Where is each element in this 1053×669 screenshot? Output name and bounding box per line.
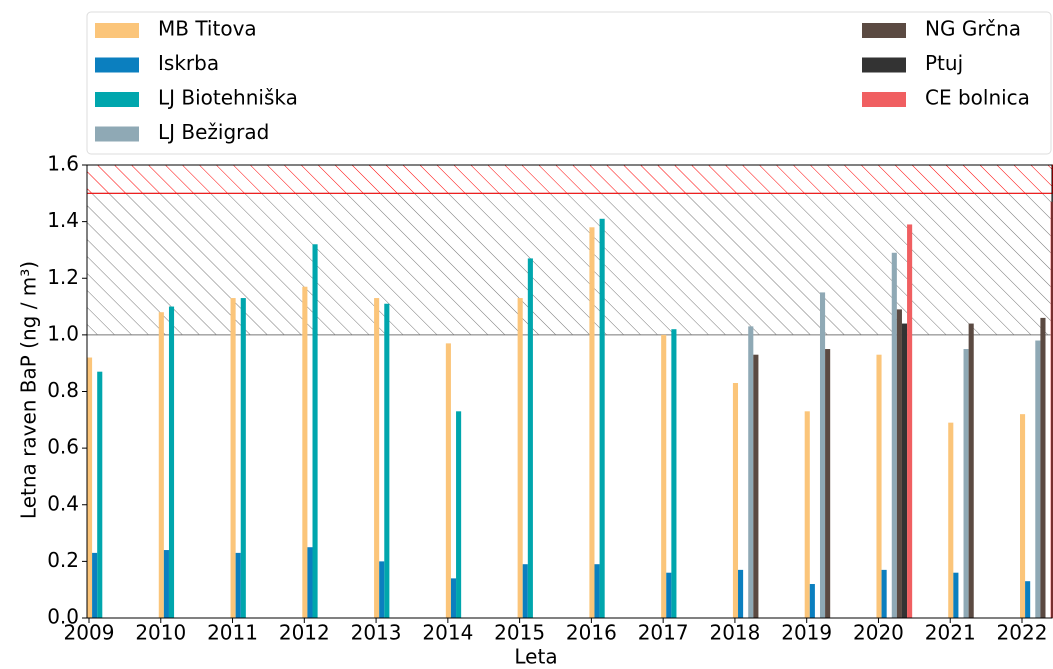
y-tick-label: 0.4 bbox=[47, 491, 79, 515]
legend-swatch bbox=[95, 126, 139, 142]
legend-label: Ptuj bbox=[925, 51, 963, 75]
y-tick-label: 1.0 bbox=[47, 321, 79, 345]
bar bbox=[896, 309, 902, 618]
legend-label: NG Grčna bbox=[925, 17, 1021, 41]
bar bbox=[876, 354, 882, 618]
bar bbox=[384, 303, 390, 618]
bar bbox=[901, 323, 908, 618]
legend-label: LJ Biotehniška bbox=[158, 86, 298, 110]
y-axis-label: Letna raven BaP (ng / m³) bbox=[17, 261, 41, 519]
y-tick-label: 0.8 bbox=[47, 378, 79, 402]
bar bbox=[445, 343, 451, 618]
x-tick-label: 2022 bbox=[997, 621, 1048, 645]
bar bbox=[1025, 581, 1031, 618]
bar bbox=[804, 411, 810, 618]
bar bbox=[671, 329, 677, 618]
x-tick-label: 2009 bbox=[64, 621, 115, 645]
x-tick-label: 2010 bbox=[135, 621, 186, 645]
bar bbox=[230, 298, 236, 618]
bar bbox=[168, 306, 175, 618]
bar bbox=[374, 298, 380, 618]
bar bbox=[881, 569, 887, 618]
legend-label: LJ Bežigrad bbox=[158, 120, 269, 144]
bar bbox=[825, 349, 831, 618]
x-tick-label: 2014 bbox=[422, 621, 473, 645]
y-tick-label: 1.6 bbox=[47, 152, 79, 176]
x-axis-label: Leta bbox=[514, 645, 557, 669]
bar bbox=[753, 354, 759, 618]
y-tick-label: 0.6 bbox=[47, 435, 79, 459]
bar bbox=[907, 224, 913, 619]
bar bbox=[599, 218, 605, 618]
bar bbox=[1020, 414, 1026, 618]
bar bbox=[522, 564, 528, 618]
bar bbox=[953, 572, 959, 618]
legend-label: CE bolnica bbox=[925, 86, 1030, 110]
bar bbox=[891, 252, 897, 619]
legend-label: MB Titova bbox=[158, 17, 257, 41]
bar bbox=[748, 326, 754, 618]
bar bbox=[312, 244, 318, 618]
bar bbox=[589, 227, 595, 618]
x-tick-label: 2019 bbox=[781, 621, 832, 645]
legend-label: Iskrba bbox=[158, 51, 219, 75]
y-tick-label: 1.4 bbox=[47, 208, 79, 232]
bar bbox=[809, 584, 815, 618]
y-tick-label: 0.2 bbox=[47, 548, 79, 572]
bar bbox=[450, 578, 457, 618]
bar bbox=[732, 383, 739, 618]
bar bbox=[819, 292, 826, 618]
threshold-band bbox=[86, 164, 1053, 194]
bar bbox=[302, 286, 308, 618]
legend-box bbox=[86, 11, 1052, 155]
legend-swatch bbox=[95, 92, 139, 107]
legend-swatch bbox=[862, 92, 906, 107]
plot-frame bbox=[86, 164, 1053, 619]
bar bbox=[92, 552, 98, 618]
legend-swatch bbox=[95, 23, 139, 38]
bar bbox=[97, 371, 103, 618]
bar bbox=[738, 569, 744, 618]
bar bbox=[963, 349, 969, 618]
bar bbox=[1040, 317, 1046, 618]
bar bbox=[968, 323, 974, 618]
x-tick-label: 2021 bbox=[925, 621, 976, 645]
bar bbox=[235, 552, 241, 618]
bar bbox=[307, 547, 313, 618]
x-tick-label: 2020 bbox=[853, 621, 904, 645]
x-tick-label: 2013 bbox=[351, 621, 402, 645]
y-tick-label: 0.0 bbox=[47, 605, 79, 629]
bar bbox=[666, 572, 672, 618]
bar bbox=[1035, 340, 1041, 618]
x-tick-label: 2012 bbox=[279, 621, 330, 645]
legend-swatch bbox=[862, 57, 906, 73]
bar bbox=[379, 561, 385, 618]
bar bbox=[158, 312, 164, 618]
legend-swatch bbox=[95, 57, 139, 73]
x-tick-label: 2017 bbox=[638, 621, 689, 645]
bar bbox=[163, 550, 169, 618]
y-tick-label: 1.2 bbox=[47, 265, 79, 289]
bar bbox=[661, 334, 667, 618]
bar bbox=[240, 298, 246, 618]
bar bbox=[527, 258, 533, 618]
bar bbox=[517, 298, 523, 618]
x-tick-label: 2016 bbox=[566, 621, 617, 645]
bar bbox=[948, 422, 954, 618]
legend-swatch bbox=[862, 23, 906, 38]
bar bbox=[594, 564, 600, 618]
bar bbox=[87, 357, 93, 618]
x-tick-label: 2018 bbox=[709, 621, 760, 645]
bar bbox=[456, 411, 462, 618]
x-tick-label: 2015 bbox=[494, 621, 545, 645]
x-tick-label: 2011 bbox=[207, 621, 258, 645]
